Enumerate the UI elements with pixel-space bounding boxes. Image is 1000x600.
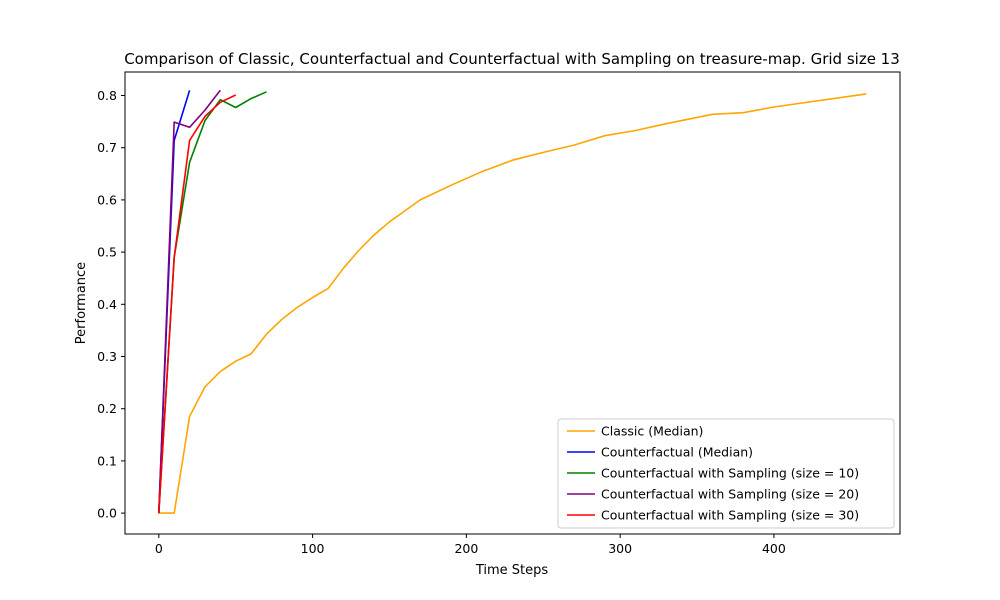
plot-frame [124,71,901,535]
legend-label: Counterfactual with Sampling (size = 30) [601,508,859,523]
x-tick-label: 200 [454,541,478,556]
y-tick-label: 0.5 [97,245,117,260]
y-axis-label: Performance [74,262,89,344]
x-tick-label: 0 [155,541,163,556]
plot-lines [158,89,867,514]
y-tick-label: 0.6 [97,192,117,207]
y-tick-label: 0.7 [97,140,117,155]
legend-box [557,418,895,529]
series-line-3 [158,91,267,514]
series-line-4 [158,89,221,514]
chart-title: Comparison of Classic, Counterfactual an… [124,50,900,68]
y-tick-label: 0.0 [97,506,117,521]
y-tick-label: 0.1 [97,453,117,468]
legend-label: Counterfactual (Median) [601,445,753,460]
x-axis: 0 100 200 300 400 [155,534,786,556]
legend-label: Classic (Median) [601,424,703,439]
y-tick-label: 0.8 [97,88,117,103]
y-tick-label: 0.2 [97,401,117,416]
x-axis-label: Time Steps [475,563,549,578]
series-line-1 [158,93,867,514]
y-tick-label: 0.3 [97,349,117,364]
x-tick-label: 300 [608,541,632,556]
legend-label: Counterfactual with Sampling (size = 10) [601,466,859,481]
y-tick-label: 0.4 [97,297,117,312]
x-tick-label: 100 [301,541,325,556]
series-line-5 [158,94,237,514]
x-tick-label: 400 [762,541,786,556]
legend: Classic (Median) Counterfactual (Median) C… [557,418,895,529]
legend-label: Counterfactual with Sampling (size = 20) [601,487,859,502]
y-axis: 0.0 0.1 0.2 0.3 0.4 0.5 0.6 0.7 0.8 [97,88,125,521]
